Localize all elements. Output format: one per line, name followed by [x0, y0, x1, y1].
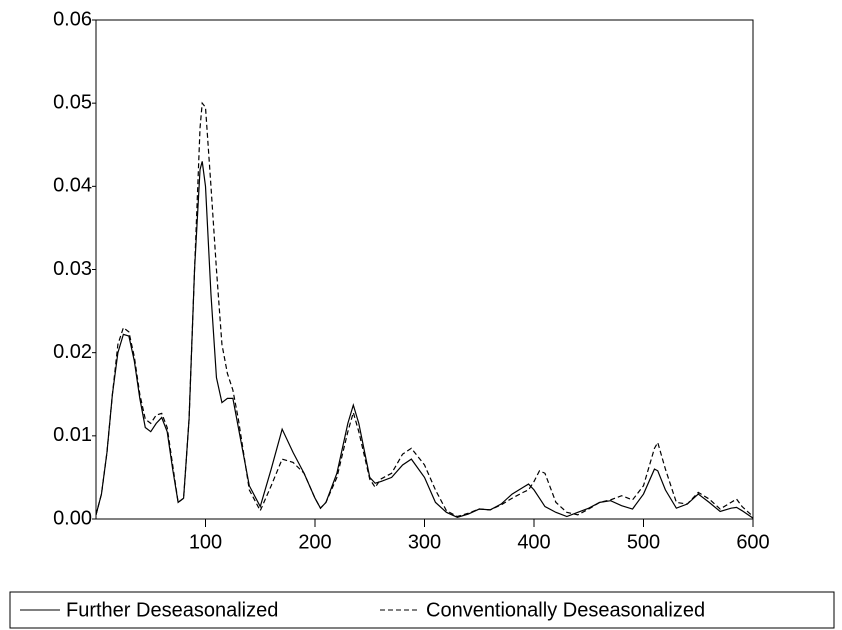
- x-tick-label: 100: [189, 531, 222, 553]
- legend-box: [9, 591, 835, 629]
- y-tick-label: 0.02: [53, 341, 92, 363]
- legend-label: Further Deseasonalized: [66, 599, 278, 621]
- x-tick-label: 200: [298, 531, 331, 553]
- x-tick-label: 600: [736, 531, 769, 553]
- series-line: [95, 101, 754, 518]
- x-tick-label: 300: [408, 531, 441, 553]
- series-line: [95, 161, 754, 519]
- y-tick-label: 0.00: [53, 507, 92, 529]
- x-tick-label: 400: [517, 531, 550, 553]
- y-tick-label: 0.04: [53, 175, 92, 197]
- y-tick-label: 0.06: [53, 8, 92, 30]
- y-tick-label: 0.01: [53, 424, 92, 446]
- y-tick-label: 0.05: [53, 91, 92, 113]
- legend-label: Conventionally Deseasonalized: [426, 599, 705, 621]
- x-tick-label: 500: [627, 531, 660, 553]
- y-tick-label: 0.03: [53, 258, 92, 280]
